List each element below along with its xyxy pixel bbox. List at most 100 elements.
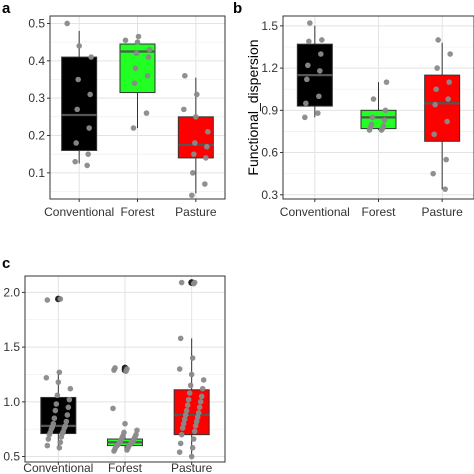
- data-point: [446, 79, 452, 85]
- panel-frame: [282, 15, 474, 200]
- y-tick-label: 0.2: [28, 129, 45, 143]
- data-point: [76, 43, 82, 49]
- data-point: [84, 162, 90, 169]
- data-point: [430, 170, 436, 177]
- y-tick-label: 0.4: [28, 54, 45, 68]
- data-point: [370, 96, 377, 102]
- data-point: [189, 192, 195, 199]
- data-point: [192, 140, 198, 146]
- data-point: [75, 76, 81, 83]
- data-point: [442, 186, 448, 192]
- data-point: [382, 107, 389, 114]
- data-point: [193, 114, 199, 120]
- data-point: [186, 390, 193, 396]
- data-point: [132, 65, 139, 72]
- data-point: [177, 440, 184, 447]
- data-point: [198, 393, 205, 400]
- x-tick-label-conventional: Conventional: [280, 205, 350, 219]
- x-tick-label-conventional: Conventional: [44, 205, 114, 219]
- data-point: [44, 442, 51, 449]
- data-point: [434, 65, 440, 71]
- data-point: [378, 127, 385, 133]
- data-point: [72, 158, 78, 165]
- data-point: [134, 427, 140, 434]
- panel-b: b 0.3 0.6 0.9 1.2 1.5 Conventional Forest Pastur…: [233, 0, 474, 219]
- data-point: [182, 412, 189, 418]
- box-body: [61, 56, 98, 151]
- box-pasture: [424, 42, 461, 190]
- y-tick-label: 0.6: [261, 146, 278, 160]
- data-point: [176, 366, 183, 372]
- data-point: [110, 405, 116, 412]
- x-tick-label-pasture: Pasture: [421, 205, 463, 219]
- x-tick-label-forest: Forest: [120, 205, 155, 219]
- data-point: [178, 431, 185, 438]
- y-axis-title: Functional_dispersion: [245, 39, 261, 175]
- data-point: [303, 100, 309, 107]
- data-point: [188, 453, 195, 460]
- data-point: [444, 118, 450, 125]
- data-point: [65, 404, 72, 411]
- data-point: [180, 420, 187, 427]
- data-point: [184, 402, 191, 408]
- data-point: [305, 62, 311, 69]
- data-point: [53, 401, 60, 407]
- data-point: [57, 296, 64, 302]
- data-point: [51, 415, 58, 422]
- data-point: [302, 114, 308, 121]
- x-tick-label-pasture: Pasture: [175, 205, 217, 219]
- box-conventional: [61, 30, 98, 164]
- data-point: [57, 439, 64, 446]
- data-point: [307, 20, 313, 26]
- data-point: [317, 68, 323, 74]
- data-point: [202, 181, 208, 187]
- data-point: [73, 140, 79, 146]
- y-tick-label: 2.0: [3, 285, 20, 299]
- box-pasture: [177, 77, 214, 194]
- data-point: [435, 37, 441, 43]
- data-point: [366, 127, 373, 133]
- data-point: [181, 416, 188, 423]
- data-point: [63, 418, 70, 425]
- data-point: [193, 418, 200, 425]
- data-point: [190, 280, 197, 287]
- data-point: [124, 447, 130, 453]
- box-body: [424, 74, 461, 142]
- y-tick-label: 0.3: [28, 91, 45, 105]
- y-tick-label: 0.3: [261, 188, 278, 202]
- data-point: [64, 412, 71, 418]
- y-tick-label: 0.5: [3, 450, 20, 464]
- data-point: [200, 377, 207, 383]
- data-point: [192, 423, 199, 429]
- data-point: [67, 385, 74, 392]
- data-point: [64, 20, 70, 27]
- data-point: [52, 407, 59, 414]
- data-point: [144, 72, 151, 79]
- data-point: [381, 117, 388, 123]
- data-point: [143, 110, 150, 116]
- box-body: [360, 109, 397, 130]
- data-point: [179, 425, 186, 431]
- data-point: [85, 151, 91, 157]
- data-point: [87, 91, 93, 98]
- data-point: [316, 93, 322, 100]
- data-point: [205, 128, 211, 135]
- data-point: [319, 37, 325, 43]
- data-point: [74, 106, 80, 113]
- data-point: [44, 297, 51, 303]
- data-point: [204, 143, 210, 150]
- y-tick-label: 1.2: [261, 61, 278, 75]
- panel-a: a 0.1 0.2 0.3 0.4 0.5 Conventional Forest Pastur…: [2, 0, 226, 219]
- panel-letter-a: a: [2, 0, 11, 17]
- x-tick-label-pasture: Pasture: [171, 461, 213, 474]
- data-point: [46, 431, 53, 438]
- data-point: [199, 385, 206, 392]
- data-point: [182, 72, 188, 79]
- y-tick-label: 1.5: [261, 19, 278, 33]
- data-point: [194, 414, 201, 420]
- y-tick-label: 0.5: [28, 16, 45, 30]
- data-point: [306, 38, 312, 45]
- x-tick-label-conventional: Conventional: [23, 461, 93, 474]
- data-point: [56, 369, 63, 376]
- data-point: [133, 50, 140, 57]
